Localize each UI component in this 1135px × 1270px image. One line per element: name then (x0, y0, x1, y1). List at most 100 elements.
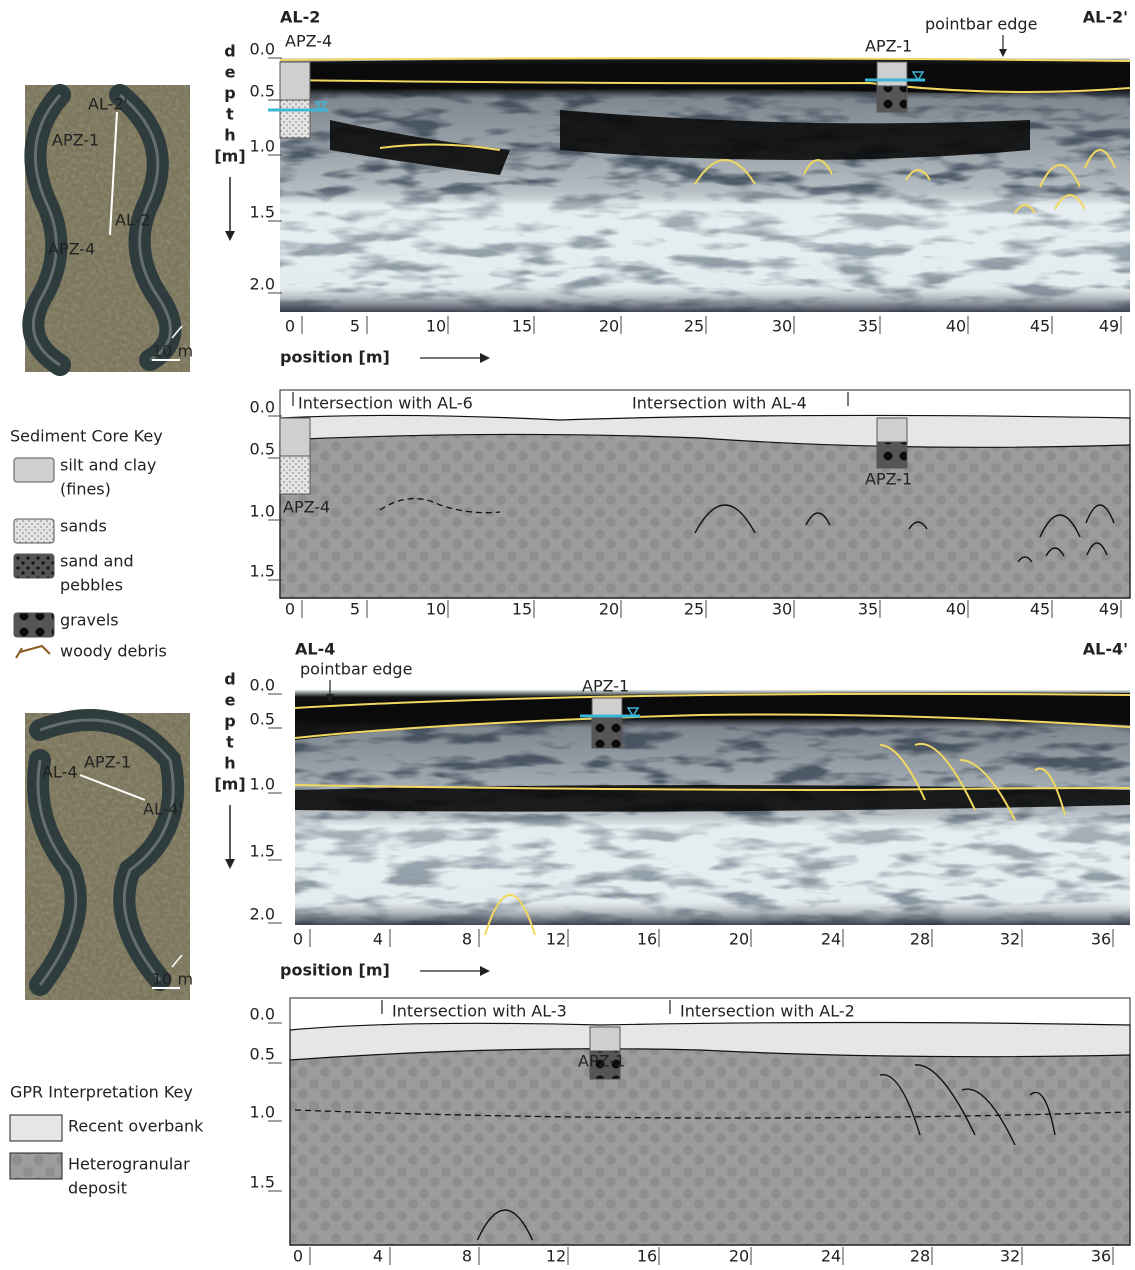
position-tick-label: 35 (858, 317, 878, 336)
profile-end-label: AL-4' (1083, 640, 1128, 659)
survey-line (79, 774, 146, 801)
key-swatch (13, 518, 55, 544)
interpreted-reflector (279, 57, 1131, 62)
map-label: AL-2 (115, 211, 151, 230)
key-title: Sediment Core Key (10, 427, 163, 446)
position-tick-label: 40 (946, 600, 966, 619)
depth-tick-label: 2.0 (250, 905, 275, 924)
map-label: AL-4' (143, 800, 183, 819)
key-swatch (13, 457, 55, 483)
key-item: woody debris (60, 642, 167, 661)
heterogranular-deposit (279, 433, 1131, 599)
position-tick-label: 32 (1000, 1247, 1020, 1266)
depth-axis-letter: p (224, 84, 235, 103)
position-tick-label: 16 (637, 1247, 657, 1266)
position-tick-label: 12 (546, 930, 566, 949)
key-item: sands (60, 517, 107, 536)
arrow-head (326, 694, 334, 702)
dashed-reflector (379, 497, 501, 514)
interpreted-reflector (1084, 149, 1116, 169)
depth-tick-label: 1.0 (250, 502, 275, 521)
key-item: silt and clay (60, 456, 156, 475)
interpreted-reflector (1054, 194, 1086, 210)
position-tick-label: 32 (1000, 930, 1020, 949)
core-fines (591, 697, 623, 717)
depth-tick-label: 0.0 (250, 398, 275, 417)
position-tick-label: 10 (426, 600, 446, 619)
core-label: APZ-1 (578, 1052, 625, 1071)
position-axis-label: position [m] (280, 961, 390, 980)
key-item: (fines) (60, 480, 111, 499)
key-item: Heterogranular (68, 1155, 190, 1174)
arrow-head (480, 966, 490, 976)
position-tick-label: 20 (599, 317, 619, 336)
interpreted-reflector (1039, 164, 1081, 188)
position-tick-label: 0 (285, 600, 295, 619)
position-tick-label: 30 (772, 317, 792, 336)
position-tick-label: 25 (684, 317, 704, 336)
reflector-trace (1085, 504, 1115, 524)
key-title: GPR Interpretation Key (10, 1083, 193, 1102)
annotation: pointbar edge (300, 660, 412, 679)
figure-body: AL-2 AL-2'pointbar edgedepth[m]0.00.51.01… (9, 8, 1131, 1266)
depth-axis-letter: d (224, 670, 235, 689)
intersection-label: Intersection with AL-4 (632, 394, 807, 413)
interpreted-reflector (379, 143, 501, 151)
depth-axis-unit: [m] (214, 147, 245, 166)
position-tick-label: 45 (1030, 317, 1050, 336)
position-tick-label: 8 (462, 930, 472, 949)
core-lower (591, 715, 623, 749)
reflector-trace (1086, 542, 1108, 556)
position-tick-label: 8 (462, 1247, 472, 1266)
depth-axis-letter: e (225, 63, 236, 82)
intersection-label: Intersection with AL-3 (392, 1002, 567, 1021)
key-swatch (13, 612, 55, 638)
reflector-trace (694, 504, 756, 534)
core-label: APZ-4 (285, 32, 332, 51)
depth-axis-letter: e (225, 691, 236, 710)
reflector-trace (1045, 547, 1065, 557)
intersection-label: Intersection with AL-6 (298, 394, 473, 413)
depth-tick-label: 0.5 (250, 82, 275, 101)
position-tick-label: 36 (1091, 930, 1111, 949)
key-swatch (13, 553, 55, 579)
position-tick-label: 15 (512, 600, 532, 619)
key-item: sand and (60, 552, 134, 571)
depth-axis-letter: t (226, 733, 234, 752)
depth-axis-letter: h (224, 754, 235, 773)
profile-start-label: AL-4 (295, 640, 335, 659)
interpreted-reflector (279, 79, 1131, 93)
position-tick-label: 15 (512, 317, 532, 336)
position-tick-label: 25 (684, 600, 704, 619)
core-fines (589, 1026, 621, 1052)
interpreted-reflector (294, 784, 861, 791)
interpreted-reflector (1034, 767, 1066, 816)
profile-end-label: AL-2' (1083, 8, 1128, 27)
position-tick-label: 45 (1030, 600, 1050, 619)
depth-axis-letter: t (226, 105, 234, 124)
depth-tick-label: 0.5 (250, 440, 275, 459)
key-item: deposit (68, 1179, 127, 1198)
depth-tick-label: 0.5 (250, 710, 275, 729)
core-label: APZ-1 (582, 677, 629, 696)
reflector-band (280, 58, 1130, 94)
core-label: APZ-1 (865, 470, 912, 489)
position-tick-label: 30 (772, 600, 792, 619)
interpreted-reflector (294, 713, 1131, 739)
depth-tick-label: 0.0 (250, 1005, 275, 1024)
interpreted-reflector (914, 742, 976, 811)
scale-label: 10 m (152, 970, 193, 989)
position-tick-label: 28 (910, 1247, 930, 1266)
position-tick-label: 12 (546, 1247, 566, 1266)
reflector-trace (1039, 514, 1081, 538)
core-lower (589, 1050, 621, 1080)
core-fines (876, 417, 908, 443)
dashed-reflector (294, 1109, 1131, 1119)
heterogranular-deposit (289, 1048, 1131, 1246)
position-tick-label: 4 (373, 930, 383, 949)
position-tick-label: 0 (293, 930, 303, 949)
core-label: APZ-1 (865, 37, 912, 56)
survey-line (109, 111, 118, 236)
scale-label: 10 m (152, 342, 193, 361)
arrow-head (225, 859, 235, 869)
